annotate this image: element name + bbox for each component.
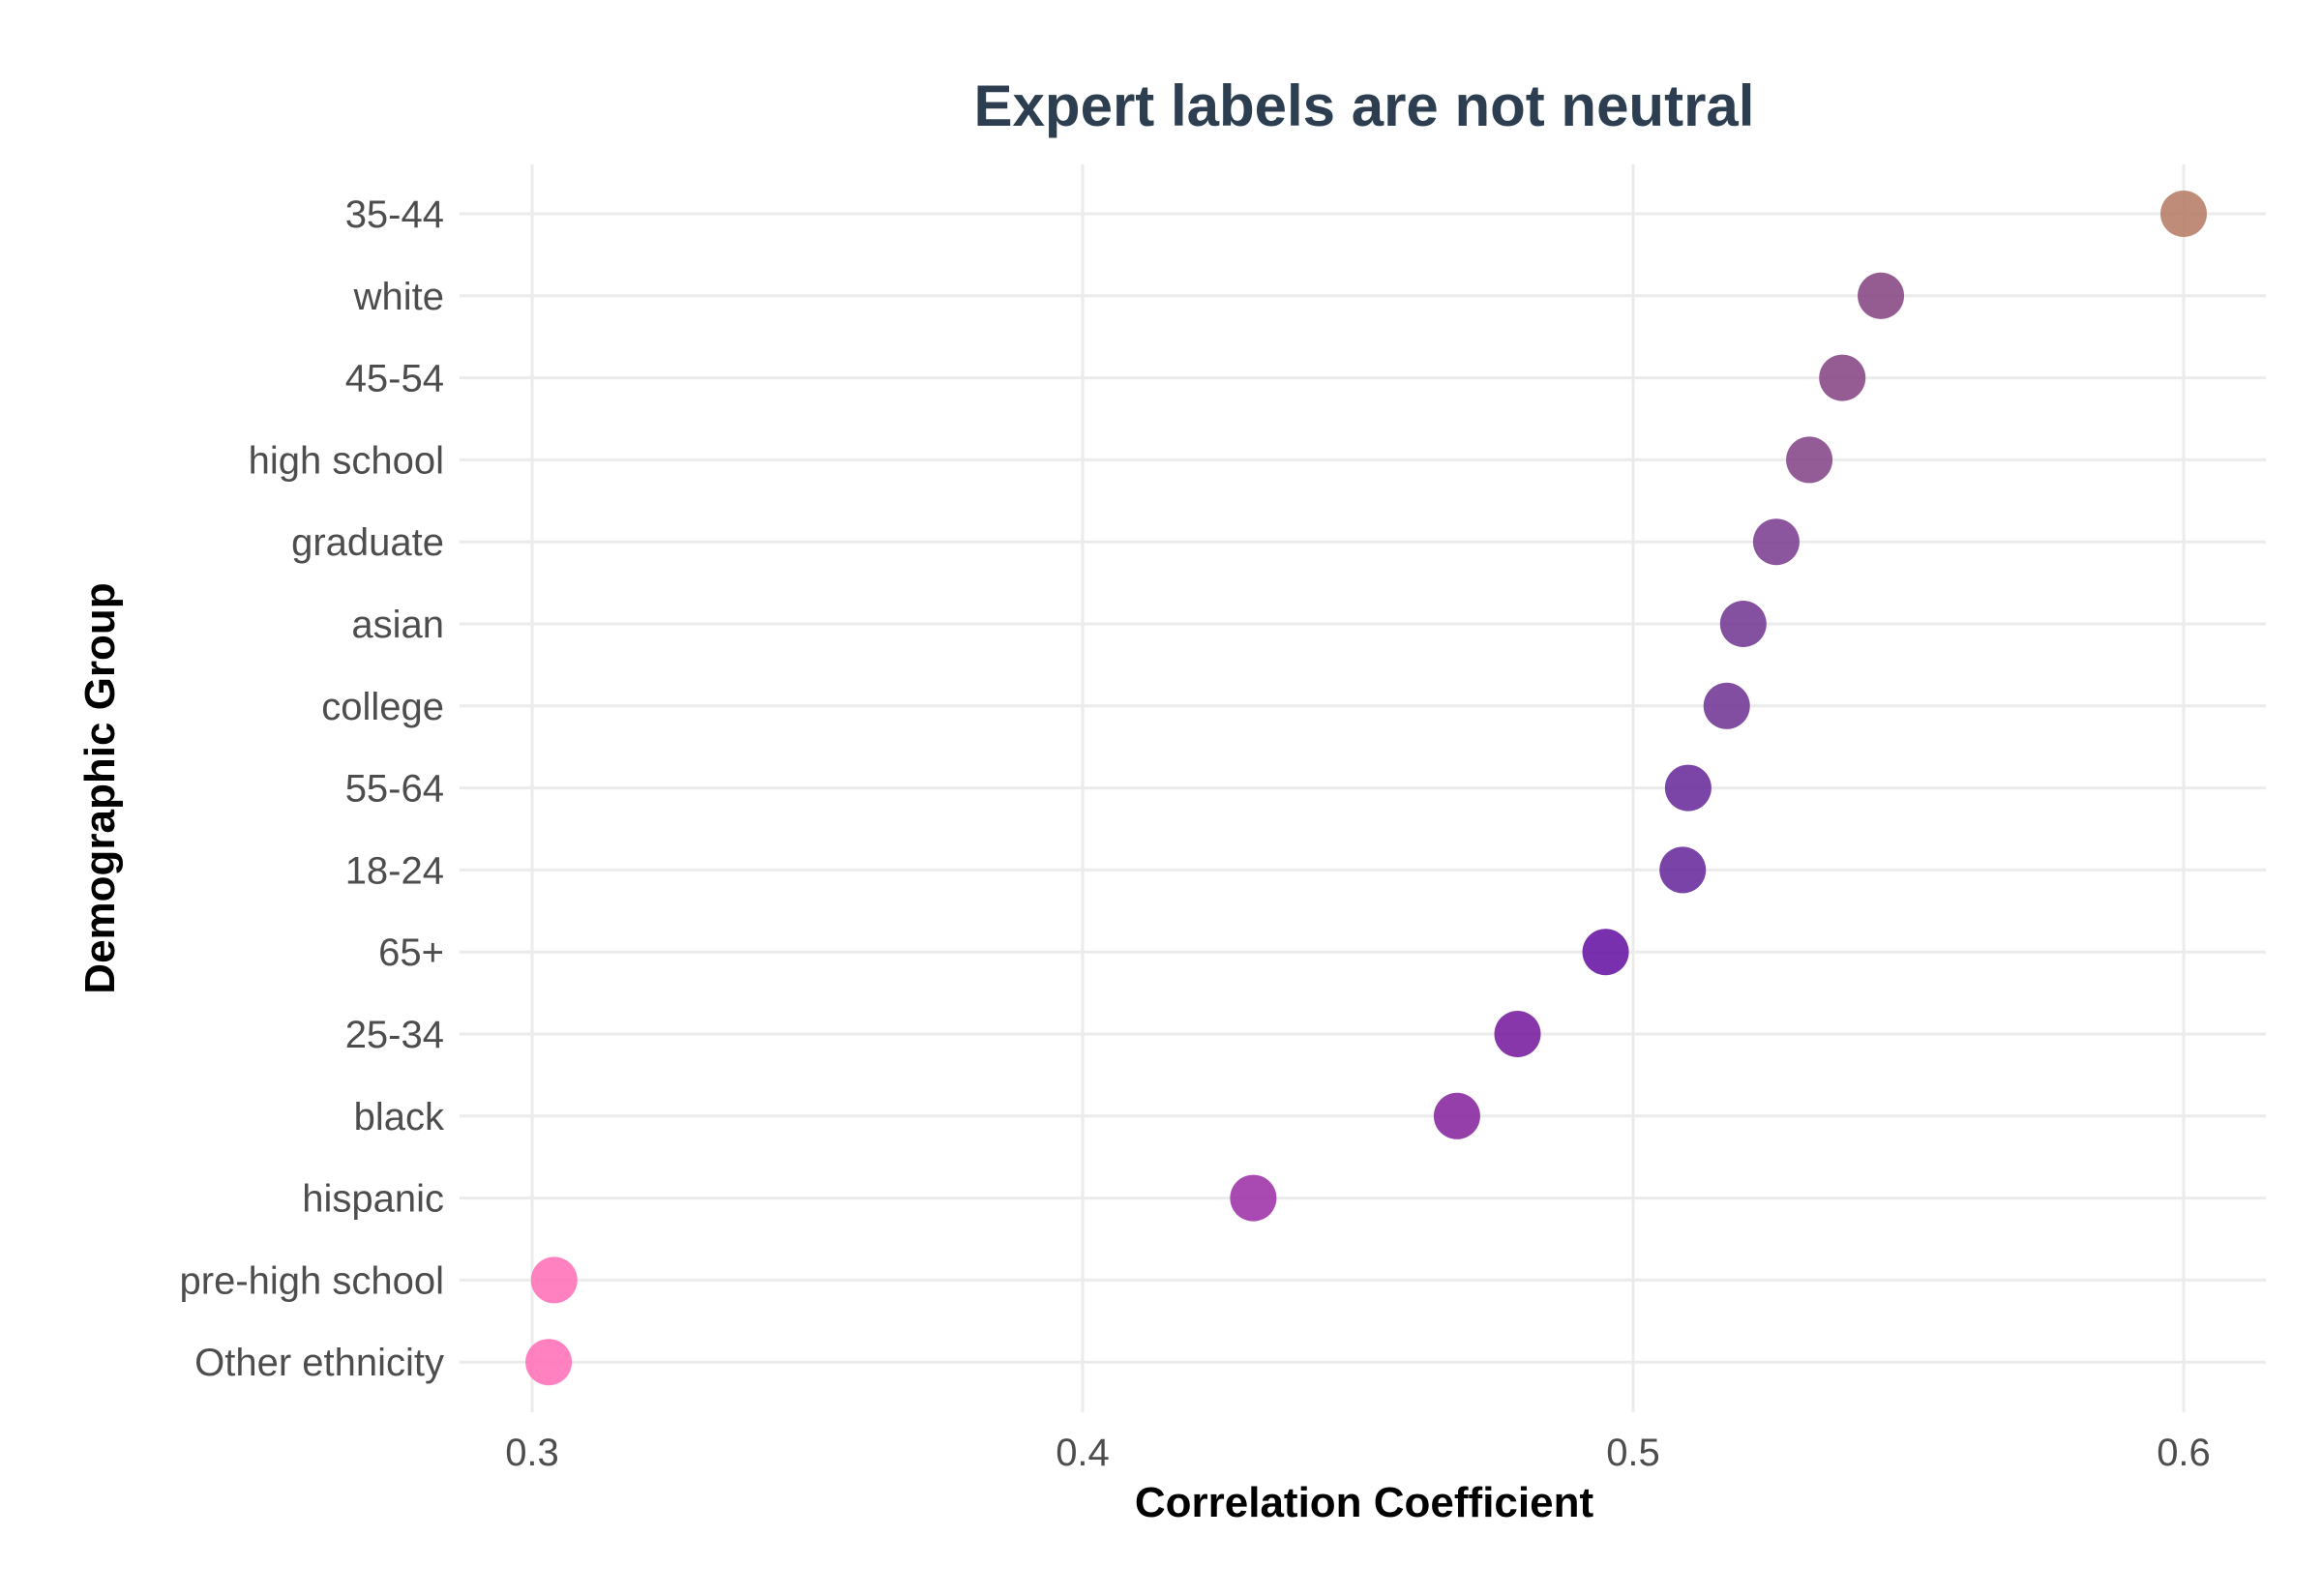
y-tick-label: graduate <box>291 521 444 564</box>
grid <box>460 164 2266 1412</box>
y-tick-labels: 35-44 white 45-54 high school graduate asian c… <box>180 193 445 1384</box>
y-tick-label: college <box>321 686 444 728</box>
data-point <box>530 1256 578 1304</box>
y-tick-label: 35-44 <box>345 193 444 236</box>
data-point <box>525 1339 573 1386</box>
y-tick-label: 25-34 <box>345 1014 444 1056</box>
chart-title: Expert labels are not neutral <box>974 74 1755 138</box>
y-tick-label: 18-24 <box>345 849 444 892</box>
y-tick-label: 65+ <box>378 931 444 974</box>
y-tick-label: 55-64 <box>345 768 444 811</box>
x-axis-title: Correlation Coefficient <box>1135 1479 1594 1526</box>
data-points <box>525 191 2207 1386</box>
y-tick-label: asian <box>351 604 444 646</box>
data-point <box>1659 846 1707 894</box>
data-point <box>1786 436 1833 484</box>
data-point <box>1858 272 1905 319</box>
y-axis-title: Demographic Group <box>76 582 124 993</box>
y-tick-label: 45-54 <box>345 358 444 400</box>
data-point <box>1494 1011 1541 1057</box>
x-tick-label: 0.4 <box>1056 1432 1110 1474</box>
y-tick-label: hispanic <box>302 1178 444 1221</box>
x-tick-label: 0.3 <box>505 1432 559 1474</box>
data-point <box>1719 601 1767 647</box>
data-point <box>1752 518 1800 566</box>
data-point <box>1230 1174 1277 1222</box>
data-point <box>2160 191 2207 237</box>
data-point <box>1664 764 1712 812</box>
data-point <box>1703 682 1750 729</box>
x-tick-label: 0.5 <box>1606 1432 1660 1474</box>
y-tick-label: high school <box>249 439 444 482</box>
data-point <box>1819 354 1866 401</box>
data-point <box>1433 1092 1480 1139</box>
x-tick-labels: 0.3 0.4 0.5 0.6 <box>505 1432 2211 1474</box>
y-tick-label: Other ethnicity <box>194 1342 444 1384</box>
y-tick-label: white <box>353 276 444 318</box>
y-tick-label: pre-high school <box>180 1259 445 1302</box>
data-point <box>1582 929 1629 976</box>
x-tick-label: 0.6 <box>2157 1432 2211 1474</box>
y-tick-label: black <box>354 1096 445 1138</box>
